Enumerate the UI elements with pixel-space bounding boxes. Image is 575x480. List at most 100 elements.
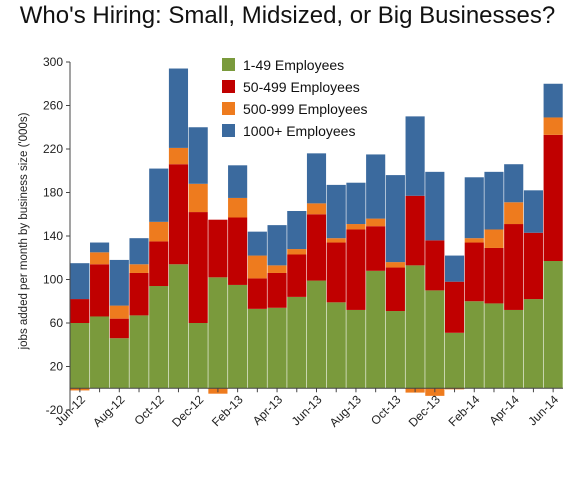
y-tick-label: 140 <box>43 229 63 243</box>
bar-Aug-13-series-3 <box>346 224 366 230</box>
bar-Jun-14-series-4 <box>543 83 563 118</box>
bar-Sep-12-series-3 <box>129 264 149 273</box>
bar-Mar-14-series-3 <box>484 229 504 248</box>
bar-Nov-12-series-4 <box>168 68 189 148</box>
y-tick-label: 180 <box>43 186 63 200</box>
bar-Oct-13-series-2 <box>385 267 405 312</box>
bar-Nov-12-series-1 <box>168 264 189 389</box>
bar-Sep-13-series-2 <box>366 226 386 271</box>
bars-layer <box>70 68 563 396</box>
bar-Jan-13-series-2 <box>208 219 228 278</box>
x-tick-label: Dec-12 <box>169 392 206 429</box>
bar-Jun-13-series-2 <box>306 214 327 281</box>
bar-Sep-12-series-2 <box>129 272 149 316</box>
bar-Sep-13-series-4 <box>366 154 386 219</box>
x-tick-label: Feb-14 <box>446 392 483 429</box>
bar-May-13-series-1 <box>287 296 307 389</box>
bar-Sep-12-series-4 <box>129 238 149 265</box>
bar-Jul-12-series-3 <box>90 252 110 265</box>
y-tick-label: 20 <box>50 360 64 374</box>
bar-Jun-13-series-3 <box>306 203 327 215</box>
bar-Nov-13-series-1 <box>405 265 425 389</box>
bar-May-13-series-4 <box>287 210 307 250</box>
bar-Apr-13-series-2 <box>267 272 287 308</box>
bar-Feb-13-series-1 <box>228 284 248 389</box>
bar-Jun-12-series-1 <box>70 323 90 389</box>
bar-Mar-14-series-2 <box>484 247 504 304</box>
bar-May-14-series-4 <box>523 190 543 233</box>
y-tick-label: 220 <box>43 142 63 156</box>
chart-title: Who's Hiring: Small, Midsized, or Big Bu… <box>19 2 556 29</box>
bar-Jun-13-series-1 <box>306 280 327 389</box>
legend-label-4: 1000+ Employees <box>243 123 355 139</box>
bar-Feb-13-series-4 <box>228 165 248 198</box>
bar-Feb-14-series-3 <box>464 238 484 243</box>
bar-Sep-12-series-1 <box>129 315 149 389</box>
bar-Jan-14-series-4 <box>444 255 465 282</box>
bar-Oct-12-series-1 <box>149 286 169 389</box>
bar-Jul-13-series-1 <box>326 302 346 389</box>
bar-Mar-13-series-2 <box>247 278 267 309</box>
y-tick-label: 300 <box>43 55 63 69</box>
bar-Aug-12-series-1 <box>109 338 129 389</box>
y-axis-label: jobs added per month by business size ('… <box>18 112 30 350</box>
bar-May-14-series-2 <box>523 232 543 300</box>
bar-Mar-13-series-3 <box>247 255 267 279</box>
legend-swatch-3 <box>222 102 235 115</box>
y-tick-label: 260 <box>43 99 63 113</box>
bar-Oct-13-series-1 <box>385 311 405 389</box>
x-tick-label: Aug-12 <box>90 392 127 429</box>
y-tick-label: 100 <box>43 273 63 287</box>
bar-Mar-14-series-1 <box>484 303 504 389</box>
bar-Aug-13-series-4 <box>346 182 366 225</box>
bar-Apr-13-series-3 <box>267 265 287 273</box>
bar-Apr-14-series-3 <box>504 202 524 225</box>
legend-label-2: 50-499 Employees <box>243 79 360 95</box>
bar-Dec-12-series-2 <box>188 212 208 323</box>
bar-Nov-13-series-2 <box>405 195 425 266</box>
bar-Jul-13-series-4 <box>326 184 346 239</box>
bar-Nov-13-series-4 <box>405 116 425 196</box>
bar-Sep-13-series-3 <box>366 218 386 227</box>
bar-Dec-12-series-1 <box>188 323 208 389</box>
bar-Jan-13-series-1 <box>208 277 228 389</box>
y-tick-label: 60 <box>50 316 64 330</box>
bar-Jul-13-series-3 <box>326 238 346 243</box>
bar-May-13-series-3 <box>287 249 307 255</box>
bar-Jun-12-series-2 <box>70 299 90 323</box>
bar-Aug-12-series-2 <box>109 318 129 339</box>
bar-Feb-14-series-2 <box>464 242 484 302</box>
legend: 1-49 Employees 50-499 Employees 500-999 Em… <box>222 57 368 139</box>
bar-May-13-series-2 <box>287 254 307 297</box>
bar-Aug-13-series-2 <box>346 229 366 310</box>
bar-Dec-13-series-1 <box>425 290 445 389</box>
bar-Jul-12-series-1 <box>90 316 110 389</box>
bar-Mar-13-series-4 <box>247 231 267 256</box>
bar-Oct-13-series-4 <box>385 175 405 263</box>
bar-Mar-13-series-1 <box>247 308 267 389</box>
bar-Aug-13-series-1 <box>346 309 366 389</box>
bar-Jul-12-series-2 <box>90 264 110 317</box>
legend-swatch-2 <box>222 80 235 93</box>
bar-Jan-14-series-2 <box>444 281 465 333</box>
bar-Jun-14-series-2 <box>543 134 563 262</box>
bar-Aug-12-series-4 <box>109 259 129 306</box>
y-tick-label: -20 <box>46 403 64 417</box>
legend-swatch-4 <box>222 124 235 137</box>
bar-Jul-13-series-2 <box>326 242 346 303</box>
bar-Dec-12-series-4 <box>188 127 208 184</box>
bar-Jan-14-series-1 <box>444 332 465 389</box>
bar-Aug-12-series-3 <box>109 305 129 319</box>
bar-Apr-13-series-1 <box>267 307 287 389</box>
bar-Oct-13-series-3 <box>385 262 405 268</box>
x-tick-label: Dec-13 <box>406 392 443 429</box>
bar-Nov-12-series-2 <box>168 164 189 265</box>
bar-Jun-12-series-4 <box>70 263 90 300</box>
bar-Nov-12-series-3 <box>168 147 189 165</box>
x-tick-label: Apr-13 <box>250 392 286 428</box>
bar-Apr-14-series-2 <box>504 224 524 310</box>
bar-Apr-14-series-4 <box>504 164 524 203</box>
bar-May-14-series-1 <box>523 299 543 389</box>
bar-Feb-13-series-2 <box>228 217 248 285</box>
